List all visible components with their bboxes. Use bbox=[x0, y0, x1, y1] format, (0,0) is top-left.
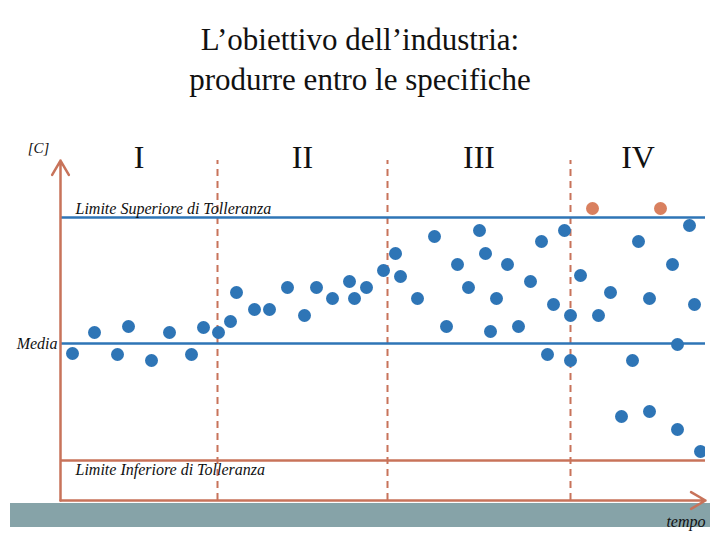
svg-text:[C]: [C] bbox=[28, 140, 50, 156]
svg-text:III: III bbox=[463, 139, 495, 175]
svg-text:II: II bbox=[292, 139, 313, 175]
html-text:L’obiettivo dell’industria: pr: L’obiettivo dell’industria: produrre ent… bbox=[189, 22, 531, 97]
svg-text:tempo: tempo bbox=[666, 513, 705, 531]
svg-text:I: I bbox=[134, 139, 145, 175]
svg-text:Media: Media bbox=[16, 335, 58, 352]
svg-text:Limite Superiore di Tolleranza: Limite Superiore di Tolleranza bbox=[75, 200, 272, 218]
svg-text:IV: IV bbox=[621, 139, 655, 175]
svg-text:Limite Inferiore di Tolleranza: Limite Inferiore di Tolleranza bbox=[75, 461, 266, 479]
